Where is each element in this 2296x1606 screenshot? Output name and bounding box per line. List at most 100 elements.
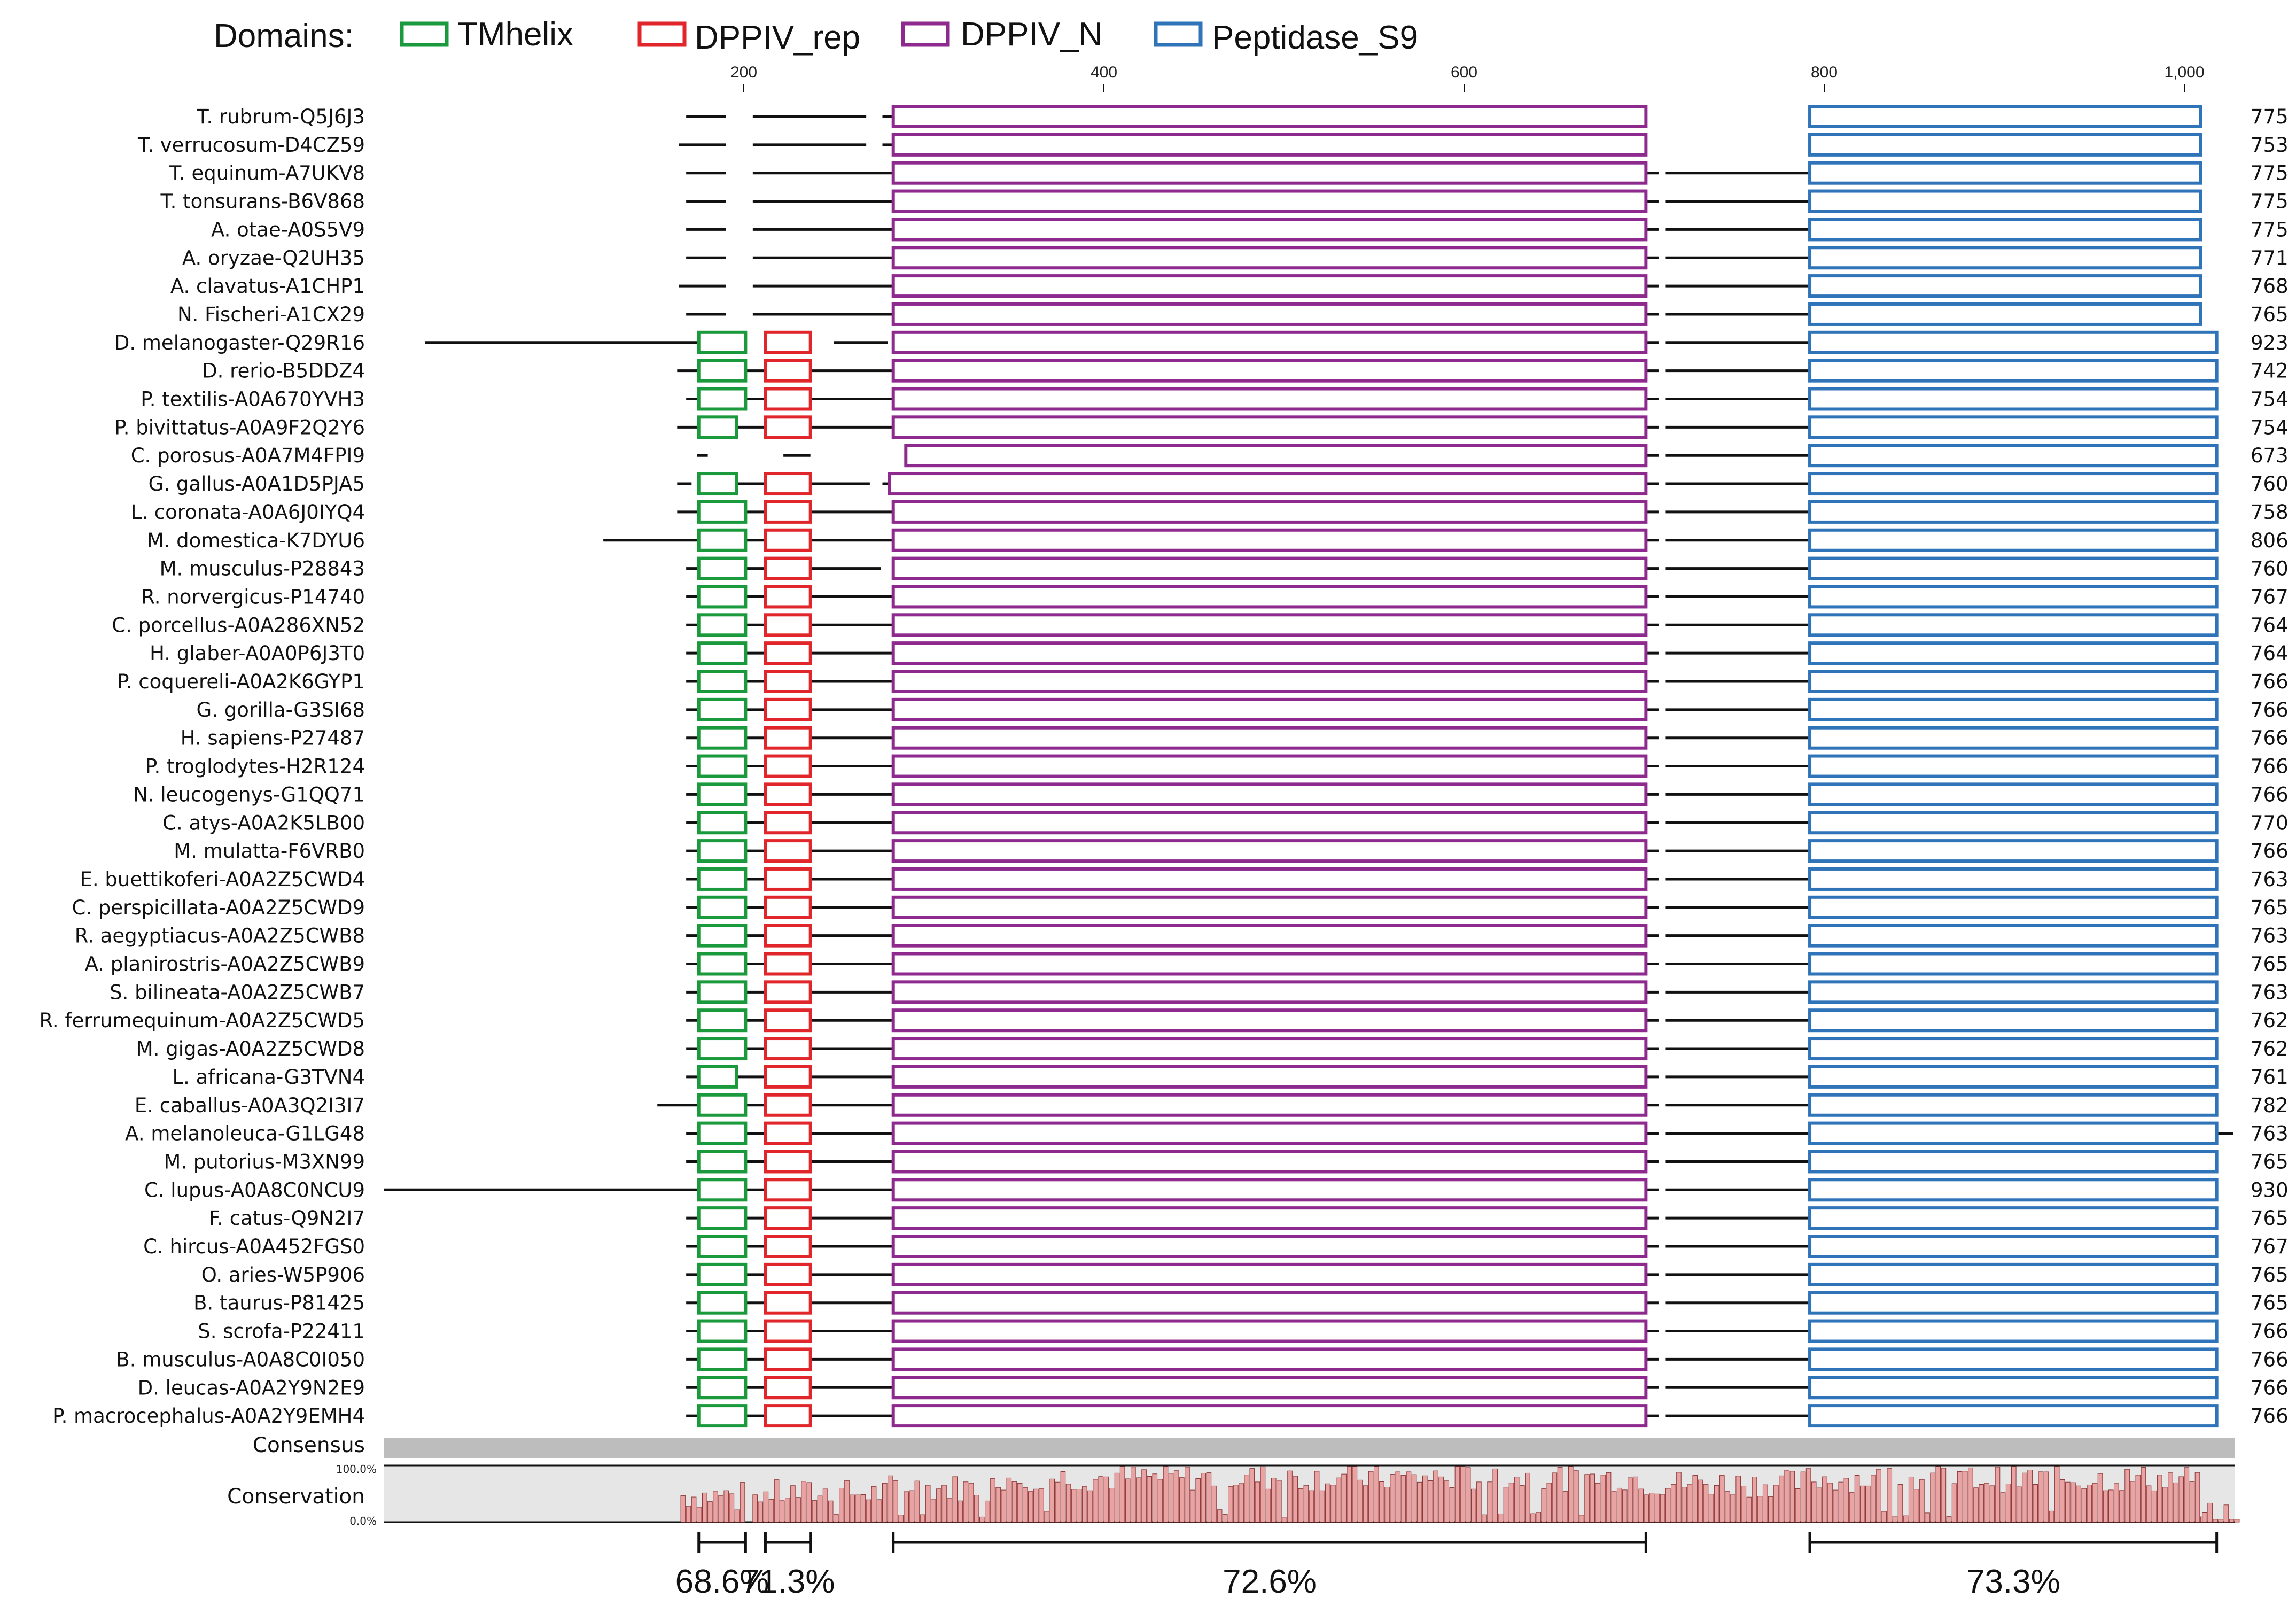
protein-length: 753: [2251, 134, 2289, 157]
protein-row: N. leucogenys-G1QQ71 766: [133, 782, 2289, 806]
tmhelix-domain: [697, 867, 748, 891]
conservation-bar: [1962, 1471, 1968, 1523]
protein-label: P. troglodytes-H2R124: [145, 755, 365, 778]
protein-length: 763: [2251, 1122, 2289, 1145]
conservation-bar: [1379, 1481, 1384, 1523]
consensus-label: Consensus: [253, 1433, 365, 1457]
conservation-bar: [1103, 1476, 1109, 1523]
tmhelix-domain: [697, 1404, 748, 1428]
conservation-bar: [893, 1480, 898, 1523]
protein-label: G. gorilla-G3SI68: [197, 699, 365, 721]
dppiv-n-domain: [891, 867, 1648, 891]
conservation-bar: [1508, 1483, 1514, 1523]
conservation-bar: [2151, 1490, 2157, 1523]
conservation-bar: [1293, 1476, 1298, 1523]
protein-length: 766: [2251, 755, 2289, 778]
conservation-bar: [696, 1507, 702, 1523]
conservation-bar: [855, 1494, 861, 1523]
conservation-bar: [1444, 1480, 1450, 1523]
protein-row: S. bilineata-A0A2Z5CWB7 763: [110, 980, 2289, 1004]
tmhelix-domain: [697, 952, 748, 976]
conservation-bar: [2119, 1490, 2124, 1523]
dppiv-n-domain: [891, 1347, 1648, 1371]
conservation-bar: [898, 1515, 904, 1523]
conservation-bar: [1611, 1491, 1617, 1523]
protein-label: T. rubrum-Q5J6J3: [196, 105, 365, 128]
protein-length: 766: [2251, 1405, 2289, 1427]
conservation-bar: [1968, 1467, 1973, 1523]
conservation-bar: [822, 1488, 828, 1523]
conservation-bar: [1141, 1469, 1147, 1523]
conservation-bar: [2229, 1519, 2235, 1523]
peptidase-s9-domain: [1808, 1206, 2219, 1230]
protein-row: C. atys-A0A2K5LB00 770: [162, 811, 2289, 835]
conservation-bar: [1195, 1478, 1201, 1523]
protein-row: A. melanoleuca-G1LG48 763: [125, 1121, 2289, 1145]
tmhelix-domain: [697, 1065, 738, 1089]
dppiv-rep-domain: [764, 670, 812, 693]
protein-label: C. porcellus-A0A286XN52: [112, 614, 365, 637]
conservation-bar: [2189, 1481, 2195, 1523]
conservation-bar: [1438, 1476, 1444, 1523]
legend-label-tmhelix: TMhelix: [457, 16, 573, 53]
conservation-bar: [2234, 1519, 2240, 1523]
conservation-bar: [1255, 1481, 1260, 1523]
identity-bracket-rep: 71.3%: [741, 1532, 835, 1600]
peptidase-s9-domain: [1808, 1150, 2219, 1174]
tmhelix-domain: [697, 1235, 748, 1258]
peptidase-s9-domain: [1808, 1065, 2219, 1089]
conservation-bar: [1817, 1487, 1822, 1523]
conservation-bar: [1157, 1479, 1163, 1523]
tmhelix-domain: [697, 1206, 748, 1230]
dppiv-n-domain: [891, 697, 1648, 721]
conservation-bar: [839, 1488, 844, 1523]
conservation-bar: [1546, 1483, 1552, 1523]
conservation-bar: [774, 1479, 780, 1523]
conservation-bar: [1784, 1470, 1789, 1523]
conservation-bar: [1514, 1477, 1520, 1523]
protein-row: G. gorilla-G3SI68 766: [197, 697, 2289, 721]
dppiv-n-domain: [891, 670, 1648, 693]
conservation-bar: [1854, 1475, 1860, 1523]
tmhelix-domain: [697, 472, 738, 496]
protein-length: 761: [2251, 1066, 2289, 1089]
protein-rows: T. rubrum-Q5J6J3 775 T. verrucosum-D4CZ59 7…: [40, 105, 2289, 1428]
protein-label: R. norvergicus-P14740: [141, 585, 365, 608]
protein-row: H. glaber-A0A0P6J3T0 764: [150, 641, 2289, 665]
alignment-tracks: Consensus Conservation 100.0% 0.0%: [227, 1433, 2240, 1527]
conservation-bar: [680, 1495, 686, 1523]
conservation-bar: [1628, 1477, 1633, 1523]
conservation-bar: [828, 1500, 834, 1523]
dppiv-rep-domain: [764, 1150, 812, 1174]
conservation-bar: [1616, 1487, 1622, 1523]
dppiv-n-domain: [891, 274, 1648, 298]
dppiv-rep-domain: [764, 556, 812, 580]
conservation-bar: [1979, 1484, 1984, 1523]
protein-label: G. gallus-A0A1D5PJA5: [149, 472, 365, 495]
conservation-bar: [1244, 1475, 1249, 1523]
protein-length: 766: [2251, 670, 2289, 693]
conservation-bar: [1579, 1515, 1584, 1523]
conservation-bar: [1482, 1514, 1487, 1523]
conservation-bar: [1525, 1472, 1530, 1523]
protein-length: 775: [2251, 162, 2289, 185]
conservation-bar: [1173, 1470, 1179, 1523]
protein-row: T. tonsurans-B6V868 775: [160, 189, 2289, 213]
protein-length: 765: [2251, 1207, 2289, 1230]
protein-label: S. scrofa-P22411: [198, 1320, 365, 1343]
tmhelix-domain: [697, 1376, 748, 1400]
conservation-bar: [871, 1486, 877, 1523]
protein-length: 765: [2251, 303, 2289, 326]
protein-length: 775: [2251, 218, 2289, 241]
protein-row: S. scrofa-P22411 766: [198, 1319, 2289, 1343]
conservation-bar: [882, 1483, 888, 1523]
protein-row: M. putorius-M3XN99 765: [164, 1150, 2289, 1174]
conservation-bar: [1001, 1489, 1007, 1523]
conservation-bar: [1665, 1488, 1671, 1523]
conservation-bar: [2213, 1519, 2219, 1523]
conservation-bar: [2114, 1483, 2119, 1523]
conservation-bar: [968, 1483, 974, 1523]
peptidase-s9-domain: [1808, 274, 2202, 298]
conservation-bar: [1892, 1516, 1898, 1523]
